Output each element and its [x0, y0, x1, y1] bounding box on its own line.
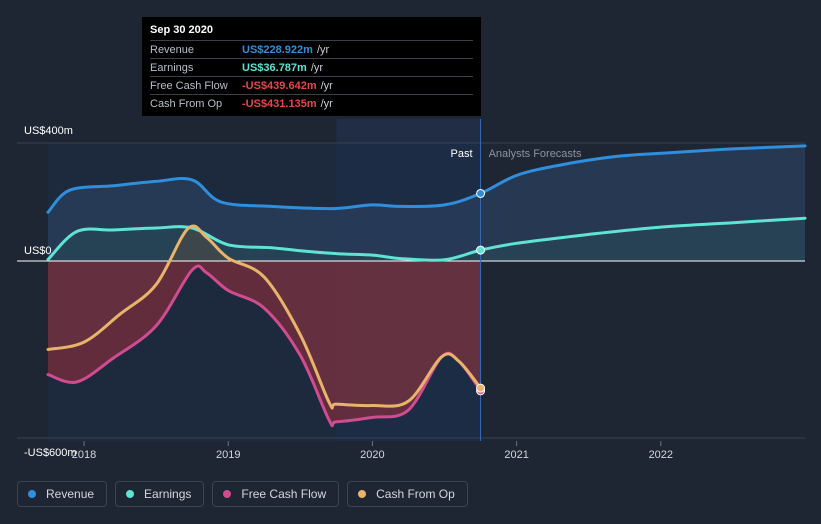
legend-item-revenue[interactable]: Revenue	[17, 481, 108, 507]
area-neg-free-cash-flow	[48, 261, 481, 426]
tooltip-value: -US$439.642m	[242, 79, 317, 92]
y-tick-label: -US$600m	[24, 447, 77, 459]
x-tick-label: 2021	[504, 449, 528, 461]
legend-item-cash-from-op[interactable]: Cash From Op	[347, 481, 468, 507]
tooltip-unit: /yr	[320, 79, 333, 92]
tooltip-row-revenue: Revenue US$228.922m /yr	[150, 40, 473, 58]
tooltip-row-cash-from-op: Cash From Op -US$431.135m /yr	[150, 94, 473, 112]
line-revenue	[46, 144, 807, 214]
x-axis: 2018 2019 2020 2021 2022	[72, 441, 673, 461]
tooltip-value: US$228.922m	[242, 43, 313, 56]
tooltip-label: Cash From Op	[150, 97, 223, 110]
tooltip-row-earnings: Earnings US$36.787m /yr	[150, 58, 473, 76]
x-tick-label: 2020	[360, 449, 384, 461]
legend-item-free-cash-flow[interactable]: Free Cash Flow	[212, 481, 340, 507]
legend: Revenue Earnings Free Cash Flow Cash Fro…	[17, 481, 468, 507]
y-axis-labels: US$400m US$0 -US$600m	[24, 125, 77, 459]
tooltip-unit: /yr	[316, 43, 330, 56]
y-tick-label: US$0	[24, 245, 52, 257]
x-tick-label: 2018	[72, 449, 96, 461]
legend-dot-icon	[223, 490, 232, 498]
legend-label: Revenue	[46, 487, 95, 501]
tooltip-label: Free Cash Flow	[150, 79, 228, 92]
tooltip-value: -US$431.135m	[242, 97, 317, 110]
gridlines	[17, 142, 805, 439]
forecast-label: Analysts Forecasts	[489, 148, 582, 160]
tooltip-label: Revenue	[150, 43, 195, 56]
line-free-cash-flow	[46, 264, 483, 428]
legend-item-earnings[interactable]: Earnings	[115, 481, 205, 507]
tooltip-unit: /yr	[320, 97, 333, 110]
legend-label: Cash From Op	[376, 487, 455, 501]
x-tick-label: 2019	[216, 449, 240, 461]
past-label: Past	[451, 148, 473, 160]
tooltip-unit: /yr	[310, 61, 324, 74]
tooltip-value: US$36.787m	[242, 61, 307, 74]
marker-revenue[interactable]	[476, 188, 486, 198]
marker-earnings[interactable]	[476, 245, 486, 255]
legend-dot-icon	[358, 490, 367, 498]
tooltip-date: Sep 30 2020	[150, 24, 213, 36]
area-earnings	[48, 218, 805, 261]
marker-cash-from-op[interactable]	[476, 383, 486, 393]
tooltip: Sep 30 2020 Revenue US$228.922m /yr Earn…	[142, 17, 481, 116]
y-tick-label: US$400m	[24, 125, 73, 137]
line-earnings	[46, 216, 807, 262]
legend-label: Earnings	[144, 487, 192, 501]
tooltip-label: Earnings	[150, 61, 194, 74]
area-neg-cash-from-op	[48, 261, 481, 409]
x-tick-label: 2022	[649, 449, 673, 461]
line-cash-from-op	[46, 224, 483, 410]
legend-dot-icon	[126, 490, 135, 498]
tooltip-row-free-cash-flow: Free Cash Flow -US$439.642m /yr	[150, 76, 473, 94]
legend-label: Free Cash Flow	[241, 487, 327, 501]
legend-dot-icon	[28, 490, 36, 498]
series-markers	[476, 188, 486, 396]
series-lines	[46, 144, 807, 428]
